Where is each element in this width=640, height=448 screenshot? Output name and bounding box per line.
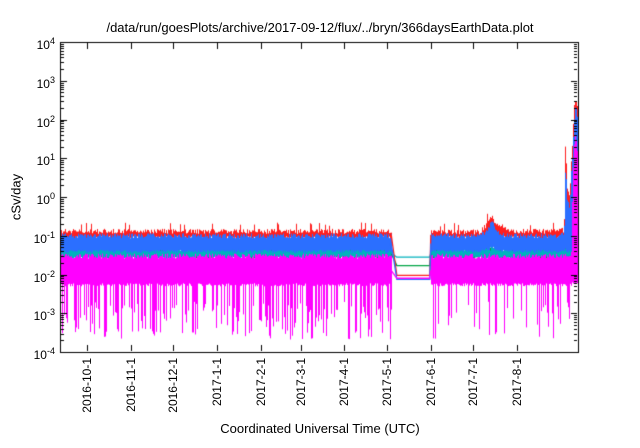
x-tick-label: 2017-4-1 [337, 358, 352, 407]
y-tick-label: 10-4 [33, 346, 55, 362]
x-axis-label: Coordinated Universal Time (UTC) [220, 421, 420, 436]
x-tick-label: 2017-1-1 [210, 358, 225, 407]
x-tick-label: 2017-7-1 [466, 358, 481, 407]
y-tick-label: 104 [36, 36, 55, 52]
y-tick-label: 100 [36, 191, 55, 207]
plot-title: /data/run/goesPlots/archive/2017-09-12/f… [106, 20, 534, 35]
y-tick-label: 10-1 [33, 229, 55, 246]
x-tick-label: 2017-6-1 [423, 358, 438, 407]
y-tick-label: 103 [36, 74, 55, 91]
x-tick-label: 2017-8-1 [510, 358, 525, 407]
x-tick-label: 2016-12-1 [166, 358, 181, 413]
y-tick-label: 101 [36, 152, 55, 169]
y-tick-label: 10-2 [33, 268, 55, 285]
x-tick-label: 2016-10-1 [79, 358, 94, 413]
x-tick-label: 2017-3-1 [293, 358, 308, 407]
x-tick-label: 2016-11-1 [123, 358, 138, 412]
x-tick-label: 2017-5-1 [379, 358, 394, 407]
x-tick-label: 2017-2-1 [253, 358, 268, 407]
y-tick-label: 102 [36, 113, 55, 130]
y-tick-label: 10-3 [33, 307, 55, 324]
